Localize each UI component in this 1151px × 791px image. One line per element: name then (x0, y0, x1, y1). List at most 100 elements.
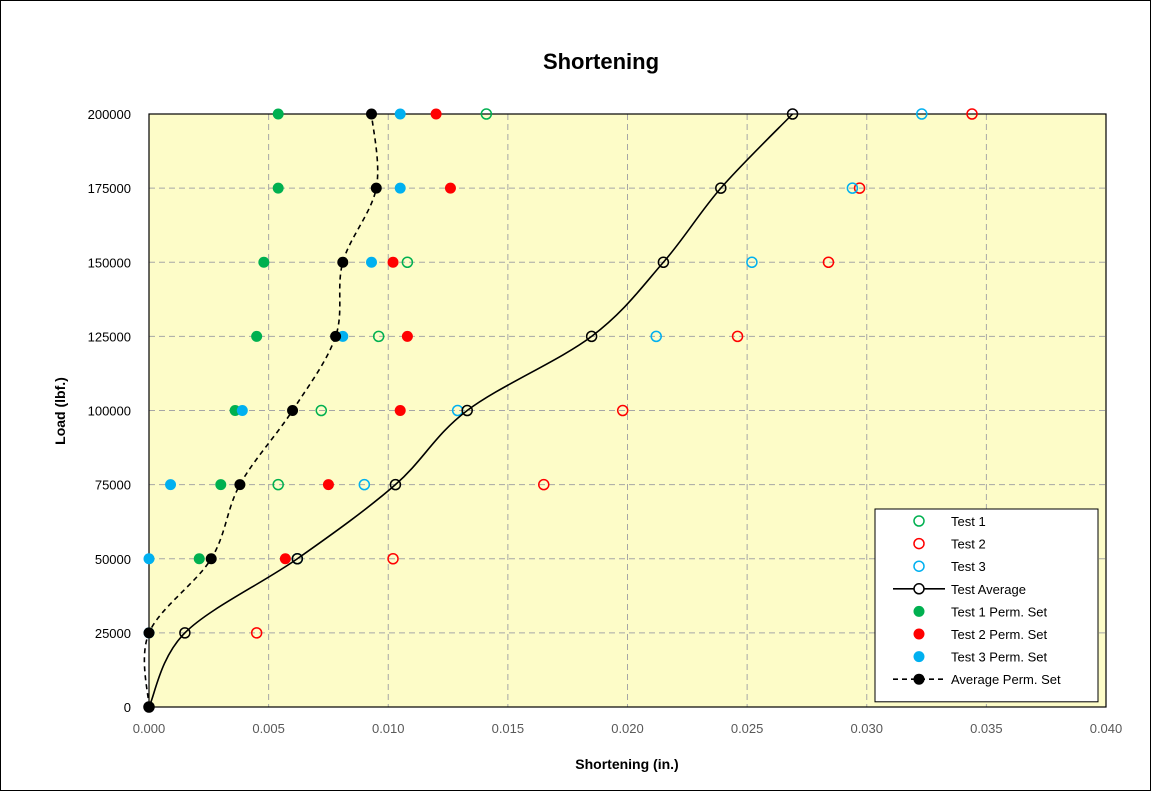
data-point (401, 330, 413, 342)
plot-border (148, 113, 1107, 708)
legend-label: Test 2 (951, 537, 986, 552)
legend-marker (913, 673, 925, 685)
data-point (250, 627, 263, 639)
data-point (143, 553, 155, 565)
data-point (315, 404, 328, 417)
x-tick-label: 0.025 (731, 721, 764, 736)
y-tick-label: 100000 (88, 404, 131, 419)
data-point (272, 108, 284, 120)
data-point (822, 256, 835, 268)
data-point (650, 330, 662, 343)
data-point (366, 108, 378, 120)
data-point (444, 182, 456, 194)
data-point (251, 330, 263, 342)
y-tick-labels: 0 25000 50000 75000 100000 125000 150000 175000… (88, 107, 131, 715)
data-point (394, 405, 406, 416)
data-point (401, 256, 414, 268)
series-test-1 (272, 108, 493, 491)
legend-marker (913, 583, 925, 595)
data-point (394, 182, 406, 194)
data-point (461, 404, 473, 417)
legend-label: Test 2 Perm. Set (951, 627, 1047, 642)
data-point (786, 108, 799, 120)
data-point (430, 108, 442, 120)
x-tick-label: 0.015 (492, 721, 525, 736)
y-tick-label: 50000 (95, 552, 131, 567)
legend-marker (913, 605, 925, 617)
legend-label: Test Average (951, 582, 1026, 597)
data-point (916, 108, 928, 120)
data-point (330, 330, 342, 342)
data-point (846, 182, 859, 194)
data-point (389, 478, 402, 491)
data-point (538, 478, 550, 491)
y-tick-label: 0 (124, 700, 131, 715)
data-point (234, 479, 246, 491)
data-point (657, 256, 670, 268)
chart-title: Shortening (543, 49, 659, 74)
data-point (370, 182, 382, 194)
y-tick-label: 175000 (88, 181, 131, 196)
x-tick-label: 0.010 (372, 721, 405, 736)
data-point (746, 256, 758, 268)
data-point (322, 479, 334, 491)
x-tick-label: 0.035 (970, 721, 1003, 736)
y-tick-label: 25000 (95, 626, 131, 641)
data-point (236, 405, 248, 416)
y-axis-label: Load (lbf.) (52, 377, 68, 445)
legend-marker (913, 628, 925, 640)
data-point (258, 256, 270, 268)
y-tick-label: 125000 (88, 329, 131, 344)
series-test-average (143, 108, 799, 713)
legend-box (874, 508, 1099, 703)
x-tick-label: 0.030 (850, 721, 883, 736)
data-point (480, 108, 493, 120)
data-point (272, 478, 284, 491)
x-tick-labels: 0.000 0.005 0.010 0.015 0.020 0.025 0.030 0.035… (133, 721, 1123, 736)
legend: Test 1 Test 2 Test 3 Test Average Test 1 Per… (874, 508, 1099, 703)
data-point (358, 478, 371, 491)
data-point (366, 256, 378, 268)
legend-label: Test 1 (951, 514, 986, 529)
x-axis-label: Shortening (in.) (575, 756, 678, 772)
data-point (179, 627, 191, 639)
legend-marker (913, 537, 925, 550)
y-tick-label: 200000 (88, 107, 131, 122)
legend-marker (913, 651, 925, 663)
data-series (143, 108, 978, 713)
data-point (616, 404, 629, 417)
data-point (372, 330, 385, 343)
series-test-2-perm-set (279, 108, 456, 565)
data-point (394, 108, 406, 120)
x-tick-label: 0.005 (252, 721, 285, 736)
series-average-perm-set (143, 108, 382, 713)
data-point (966, 108, 978, 120)
data-point (853, 182, 866, 194)
x-tick-label: 0.040 (1090, 721, 1123, 736)
data-point (387, 553, 399, 565)
series-test-2 (250, 108, 978, 639)
x-tick-label: 0.020 (611, 721, 644, 736)
series-line (148, 113, 794, 708)
data-point (291, 553, 304, 565)
legend-marker (913, 560, 925, 572)
data-point (215, 479, 227, 491)
data-point (387, 256, 399, 268)
data-point (279, 553, 291, 565)
y-tick-label: 150000 (88, 255, 131, 270)
data-point (205, 553, 217, 565)
data-point (287, 405, 299, 416)
data-point (193, 553, 205, 565)
data-point (165, 479, 177, 491)
legend-label: Average Perm. Set (951, 672, 1061, 687)
data-point (731, 330, 744, 343)
legend-label: Test 1 Perm. Set (951, 604, 1047, 619)
legend-label: Test 3 (951, 559, 986, 574)
data-point (715, 182, 727, 194)
legend-label: Test 3 Perm. Set (951, 650, 1047, 665)
legend-marker (913, 515, 925, 527)
data-point (143, 627, 155, 639)
data-point (272, 182, 284, 194)
data-point (585, 330, 598, 343)
